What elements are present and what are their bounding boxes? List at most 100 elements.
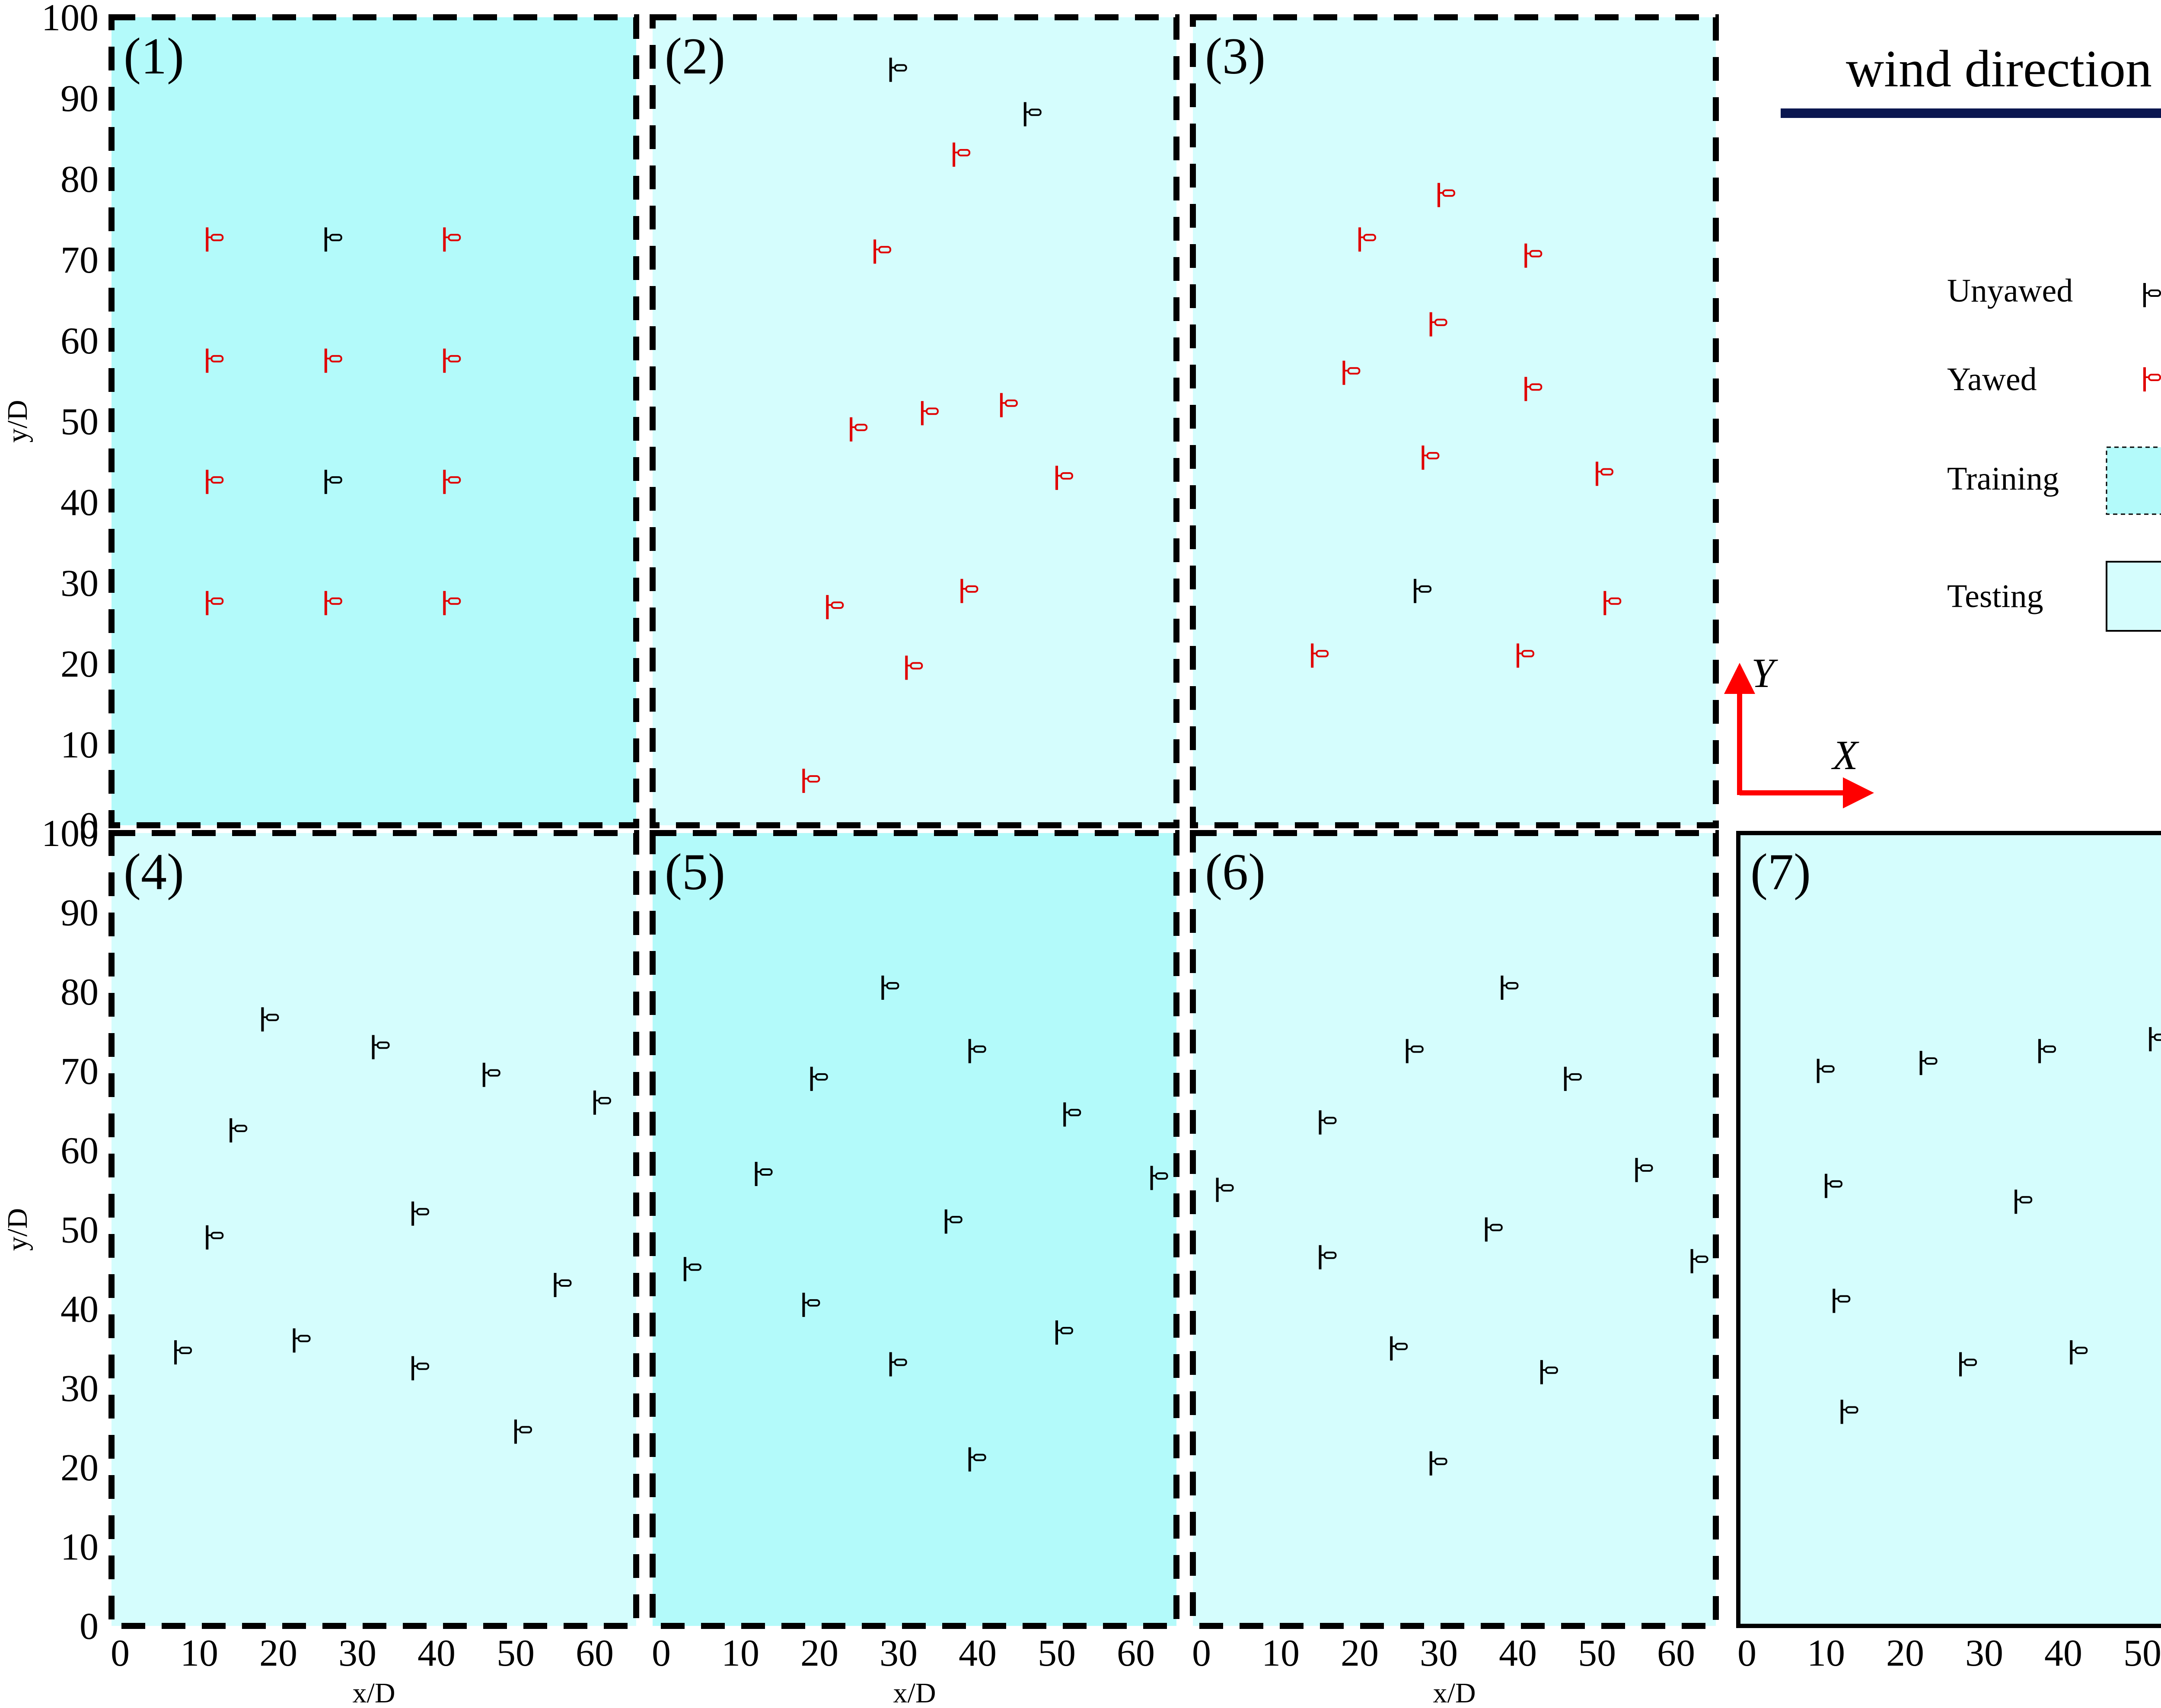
x-tick-label: 40 bbox=[418, 1632, 456, 1674]
panel-6-turbine-unyawed bbox=[1390, 1336, 1408, 1361]
y-tick-label: 30 bbox=[61, 563, 99, 604]
panel-2-turbine-unyawed bbox=[889, 57, 907, 82]
panel-4-turbine-unyawed bbox=[554, 1272, 572, 1297]
x-tick-label: 60 bbox=[1657, 1632, 1695, 1674]
y-tick-label: 90 bbox=[61, 78, 99, 120]
panel-1-turbine-unyawed bbox=[324, 470, 342, 494]
panel-3-turbine-yawed bbox=[1358, 227, 1376, 252]
panel-3-turbine-yawed bbox=[1603, 591, 1622, 615]
panel-5-turbine-unyawed bbox=[1150, 1166, 1168, 1190]
panel-1-turbine-yawed bbox=[324, 591, 342, 615]
legend: Unyawed Yawed Training Testing bbox=[1947, 273, 2161, 632]
legend-yawed-label: Yawed bbox=[1947, 361, 2037, 398]
x-tick-label: 40 bbox=[959, 1632, 997, 1674]
x-tick-label: 0 bbox=[652, 1632, 671, 1674]
panel-5-turbine-unyawed bbox=[755, 1162, 773, 1186]
y-axis-label: y/D bbox=[2, 400, 33, 443]
panel-7-background bbox=[1736, 831, 2161, 1628]
x-tick-label: 20 bbox=[800, 1632, 838, 1674]
panel-6-turbine-unyawed bbox=[1319, 1110, 1337, 1135]
x-axis-label: x/D bbox=[353, 1677, 395, 1708]
panel-5-turbine-unyawed bbox=[1063, 1102, 1081, 1127]
panel-7-turbine-unyawed bbox=[2149, 1027, 2161, 1052]
panel-5-label: (5) bbox=[665, 843, 725, 900]
panel-5-turbine-unyawed bbox=[810, 1066, 828, 1091]
panel-7-turbine-unyawed bbox=[1919, 1051, 1938, 1075]
x-coordinate-label: X bbox=[1831, 732, 1859, 778]
wind-direction-arrow bbox=[1781, 108, 2161, 118]
panel-2-turbine-yawed bbox=[905, 655, 923, 680]
panel-3: (3) bbox=[1190, 14, 1719, 828]
panel-2-turbine-yawed bbox=[873, 239, 892, 264]
panel-6-background bbox=[1190, 830, 1719, 1629]
panel-2-turbine-yawed bbox=[826, 595, 844, 620]
panel-6-turbine-unyawed bbox=[1429, 1451, 1447, 1476]
panel-3-turbine-unyawed bbox=[1414, 579, 1432, 603]
x-tick-label: 10 bbox=[1807, 1632, 1845, 1674]
panel-5-turbine-unyawed bbox=[968, 1039, 986, 1063]
panel-2-turbine-unyawed bbox=[1023, 102, 1042, 127]
panel-1-turbine-yawed bbox=[443, 348, 461, 373]
panel-2-label: (2) bbox=[665, 27, 725, 85]
panel-6-turbine-unyawed bbox=[1690, 1249, 1708, 1273]
x-tick-label: 0 bbox=[1737, 1632, 1756, 1674]
panel-7-turbine-unyawed bbox=[1840, 1399, 1858, 1424]
panel-1-turbine-yawed bbox=[206, 470, 224, 494]
panel-7-turbine-unyawed bbox=[1817, 1059, 1835, 1083]
x-axis-label: x/D bbox=[893, 1677, 936, 1708]
panel-6-label: (6) bbox=[1205, 843, 1265, 900]
x-tick-label: 10 bbox=[721, 1632, 759, 1674]
panel-3-label: (3) bbox=[1205, 27, 1265, 85]
panel-4-background bbox=[108, 830, 639, 1629]
y-tick-label: 100 bbox=[41, 813, 99, 855]
panel-4-turbine-unyawed bbox=[174, 1340, 192, 1364]
legend-testing-label: Testing bbox=[1947, 578, 2043, 614]
x-tick-label: 10 bbox=[1262, 1632, 1300, 1674]
panel-4-turbine-unyawed bbox=[261, 1007, 279, 1032]
panel-3-turbine-yawed bbox=[1422, 445, 1440, 470]
y-tick-label: 70 bbox=[61, 1051, 99, 1093]
panel-1-turbine-yawed bbox=[443, 470, 461, 494]
panel-2-turbine-yawed bbox=[1055, 465, 1073, 490]
x-tick-label: 30 bbox=[1965, 1632, 2003, 1674]
panel-5-turbine-unyawed bbox=[1055, 1320, 1073, 1345]
panel-5-turbine-unyawed bbox=[881, 975, 899, 1000]
legend-testing-swatch bbox=[2106, 561, 2161, 632]
panel-1-label: (1) bbox=[124, 27, 184, 85]
panel-2-turbine-yawed bbox=[953, 142, 971, 167]
panel-6-turbine-unyawed bbox=[1406, 1039, 1424, 1063]
panel-2-turbine-yawed bbox=[960, 579, 979, 603]
panel-4-turbine-unyawed bbox=[206, 1225, 224, 1250]
coordinate-axes: Y X bbox=[1724, 650, 1874, 808]
panel-7-label: (7) bbox=[1750, 843, 1811, 900]
x-tick-label: 40 bbox=[2044, 1632, 2082, 1674]
panel-1-turbine-yawed bbox=[324, 348, 342, 373]
panel-4: (4) 0 10 20 30 40 50 60 70 80 90 100 y/D 0 10 20 30 40 50 6… bbox=[2, 813, 639, 1708]
panel-7-turbine-unyawed bbox=[1825, 1174, 1842, 1198]
legend-training-label: Training bbox=[1947, 461, 2059, 497]
panel-2-turbine-yawed bbox=[850, 417, 868, 442]
y-ticks: 0 10 20 30 40 50 60 70 80 90 100 bbox=[41, 813, 99, 1648]
y-tick-label: 0 bbox=[80, 805, 99, 847]
x-tick-label: 20 bbox=[1341, 1632, 1379, 1674]
panel-7-turbine-unyawed bbox=[1833, 1288, 1851, 1313]
x-tick-label: 20 bbox=[1886, 1632, 1924, 1674]
x-tick-label: 60 bbox=[1117, 1632, 1155, 1674]
y-tick-label: 50 bbox=[61, 401, 99, 443]
x-axis-label: x/D bbox=[1433, 1677, 1476, 1708]
y-tick-label: 40 bbox=[61, 1288, 99, 1330]
x-tick-label: 10 bbox=[180, 1632, 218, 1674]
y-tick-label: 10 bbox=[61, 1527, 99, 1568]
panel-6-turbine-unyawed bbox=[1564, 1066, 1582, 1091]
panel-6: (6) 0 10 20 30 40 50 60 x/D bbox=[1190, 830, 1719, 1708]
panel-3-background bbox=[1190, 14, 1719, 828]
panel-1-turbine-yawed bbox=[206, 591, 224, 615]
x-tick-label: 30 bbox=[338, 1632, 376, 1674]
panel-3-turbine-yawed bbox=[1342, 360, 1361, 385]
panel-3-turbine-yawed bbox=[1596, 461, 1613, 486]
